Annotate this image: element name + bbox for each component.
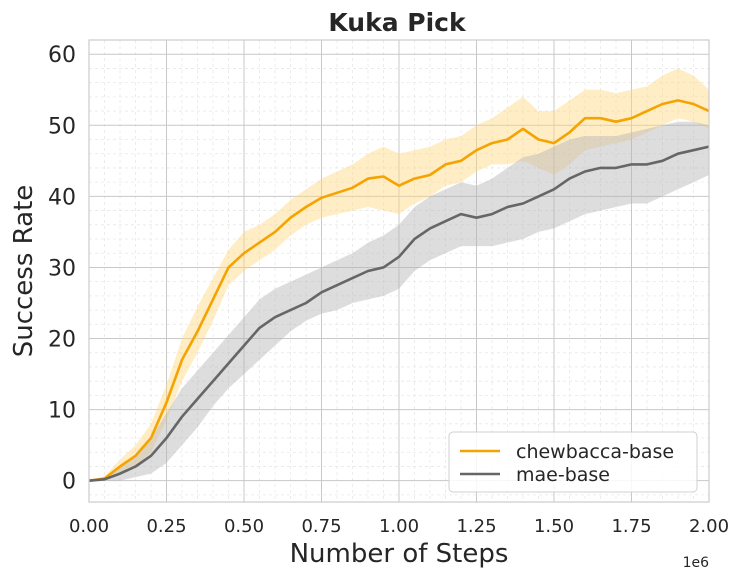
x-tick-label: 1.25: [456, 516, 496, 537]
series-lines: [88, 99, 710, 482]
plot-frame: [88, 39, 710, 503]
band-chewbacca-base: [89, 68, 709, 481]
y-tick-label: 20: [48, 328, 76, 353]
band-mae-base: [89, 121, 709, 481]
legend-box: [448, 431, 698, 493]
series-line-mae-base: [88, 145, 710, 482]
legend-label-mae-base: mae-base: [516, 464, 610, 486]
x-tick-label: 1.00: [379, 516, 419, 537]
y-tick-label: 60: [48, 43, 76, 68]
y-tick-label: 50: [48, 114, 76, 139]
x-tick-label: 1.75: [611, 516, 651, 537]
x-tick-label: 0.75: [301, 516, 341, 537]
chart-title: Kuka Pick: [328, 8, 467, 37]
y-tick-label: 10: [48, 399, 76, 424]
y-tick-label: 30: [48, 256, 76, 281]
y-axis-label: Success Rate: [9, 185, 39, 358]
x-tick-label: 1.50: [534, 516, 574, 537]
x-tick-label: 0.25: [146, 516, 186, 537]
legend: chewbacca-base mae-base: [448, 431, 698, 493]
y-tick-label: 40: [48, 185, 76, 210]
y-tick-label: 0: [62, 470, 76, 495]
x-axis-label: Number of Steps: [290, 539, 509, 569]
series-line-chewbacca-base: [88, 99, 710, 482]
x-tick-labels: 0.00 0.25 0.50 0.75 1.00 1.25 1.50 1.75 2.00: [69, 516, 729, 537]
x-tick-label: 2.00: [689, 516, 729, 537]
y-tick-labels: 0 10 20 30 40 50 60: [48, 43, 76, 494]
x-offset-label: 1e6: [683, 555, 710, 571]
x-tick-label: 0.00: [69, 516, 109, 537]
legend-label-chewbacca-base: chewbacca-base: [516, 441, 674, 463]
minor-grid: [89, 40, 709, 502]
x-tick-label: 0.50: [224, 516, 264, 537]
confidence-bands: [89, 68, 709, 481]
